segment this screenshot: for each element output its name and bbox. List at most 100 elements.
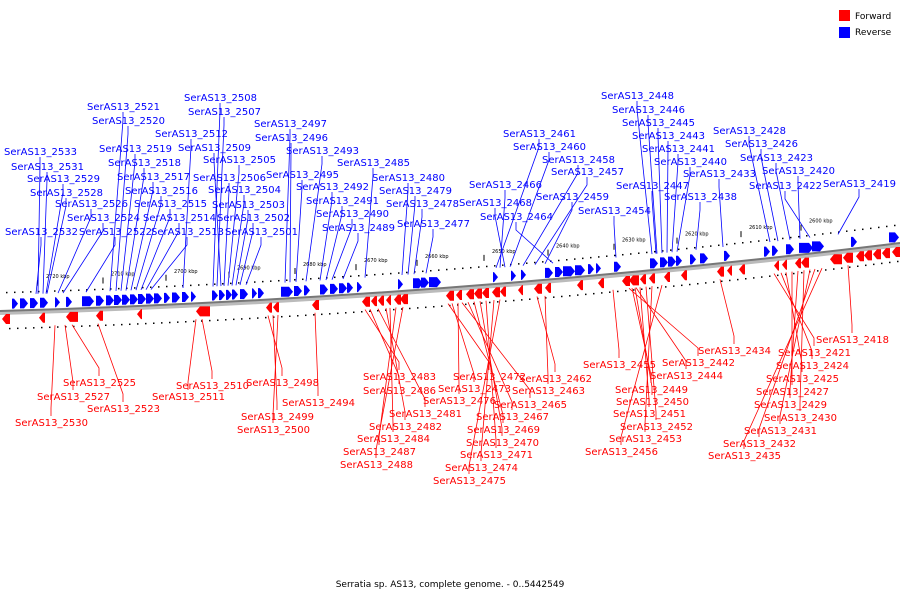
reverse-gene-arrow <box>660 257 668 268</box>
reverse-leader-line <box>718 179 724 248</box>
track-dot <box>25 327 27 329</box>
track-dot <box>470 266 472 269</box>
reverse-gene-label: SerAS13_2443 <box>632 131 705 142</box>
reverse-leader-line <box>62 223 104 294</box>
track-dot <box>849 266 851 268</box>
track-dots <box>6 224 899 330</box>
forward-leader-line <box>385 308 406 420</box>
track-dot <box>289 315 291 317</box>
reverse-leader-line <box>213 153 222 287</box>
track-dot <box>785 273 787 276</box>
track-dot <box>358 275 360 277</box>
reverse-gene-arrow <box>764 246 770 257</box>
forward-gene-arrow <box>681 270 687 281</box>
forward-gene-label: SerAS13_2499 <box>241 412 314 423</box>
backbone <box>0 242 900 315</box>
track-dot <box>481 302 483 304</box>
track-dot <box>734 242 736 245</box>
reverse-gene-arrow <box>30 298 38 309</box>
reverse-leader-line <box>364 168 374 278</box>
reverse-gene-label: SerAS13_2529 <box>27 174 100 185</box>
track-dot <box>6 291 8 294</box>
track-dot <box>446 268 448 271</box>
forward-gene-label: SerAS13_2475 <box>433 476 506 487</box>
reverse-gene-arrow <box>563 266 575 277</box>
track-dot <box>177 321 179 323</box>
forward-gene-arrow <box>640 274 646 285</box>
track-dot <box>185 321 187 323</box>
forward-gene-arrow <box>782 259 787 270</box>
forward-leader-line <box>267 315 283 376</box>
reverse-leader-line <box>522 165 579 266</box>
reverse-leader-line <box>231 195 245 286</box>
track-dot <box>521 299 523 301</box>
forward-gene-arrow <box>629 275 639 286</box>
reverse-leader-line <box>57 209 92 294</box>
reverse-leader-line <box>130 182 154 291</box>
forward-gene-arrow <box>492 287 500 298</box>
track-dot <box>342 276 344 278</box>
reverse-gene-arrow <box>96 295 104 306</box>
reverse-leader-line <box>289 143 292 283</box>
reverse-leader-line <box>509 152 550 267</box>
forward-gene-label: SerAS13_2476 <box>423 396 496 407</box>
forward-gene-arrow <box>371 296 377 307</box>
forward-gene-arrow <box>500 286 506 297</box>
reverse-leader-line <box>305 156 323 282</box>
reverse-gene-arrow <box>219 290 225 301</box>
reverse-gene-arrow <box>138 294 146 305</box>
track-dot <box>641 288 643 290</box>
reverse-gene-arrow <box>182 292 189 303</box>
reverse-gene-label: SerAS13_2502 <box>217 213 290 224</box>
track-dot <box>577 294 579 296</box>
track-dot <box>142 286 144 289</box>
track-dot <box>833 268 835 270</box>
reverse-gene-label: SerAS13_2460 <box>513 142 586 153</box>
reverse-gene-label: SerAS13_2513 <box>151 227 224 238</box>
scale-tick-label: 2660 kbp <box>425 254 449 260</box>
track-dot <box>777 274 779 277</box>
track-dot <box>678 248 680 251</box>
track-dot <box>673 285 675 287</box>
track-dot <box>353 311 355 314</box>
track-dot <box>209 319 211 322</box>
reverse-gene-arrow <box>650 258 658 269</box>
reverse-gene-arrow <box>146 293 154 304</box>
track-dot <box>270 280 272 282</box>
reverse-leader-line <box>42 172 48 294</box>
reverse-gene-arrow <box>339 283 347 294</box>
forward-gene-label: SerAS13_2483 <box>363 372 436 383</box>
reverse-gene-label: SerAS13_2526 <box>55 199 128 210</box>
forward-leader-line <box>485 300 497 448</box>
track-dot <box>393 308 395 311</box>
track-dot <box>654 250 656 253</box>
forward-gene-label: SerAS13_2511 <box>152 392 225 403</box>
track-dot <box>222 283 224 285</box>
reverse-gene-label: SerAS13_2497 <box>254 119 327 130</box>
reverse-gene-label: SerAS13_2490 <box>316 209 389 220</box>
forward-gene-arrow <box>266 302 272 313</box>
reverse-gene-arrow <box>799 242 813 253</box>
reverse-gene-label: SerAS13_2479 <box>379 186 452 197</box>
reverse-leader-line <box>212 103 221 287</box>
reverse-gene-label: SerAS13_2480 <box>372 173 445 184</box>
forward-leader-line <box>473 301 504 423</box>
forward-gene-label: SerAS13_2462 <box>519 374 592 385</box>
reverse-leader-line <box>140 209 171 291</box>
reverse-gene-label: SerAS13_2489 <box>322 223 395 234</box>
forward-gene-arrow <box>774 260 779 271</box>
reverse-leader-line <box>145 223 180 290</box>
track-dot <box>865 264 867 267</box>
forward-gene-label: SerAS13_2527 <box>37 392 110 403</box>
reverse-gene-label: SerAS13_2509 <box>178 143 251 154</box>
track-dot <box>686 247 688 250</box>
reverse-gene-arrow <box>40 297 48 308</box>
track-dot <box>702 246 704 248</box>
track-dot <box>782 237 784 240</box>
forward-leader-line <box>480 300 495 461</box>
reverse-gene-arrow <box>398 279 403 290</box>
track-dot <box>494 265 496 267</box>
track-dot <box>646 251 648 254</box>
track-dot <box>465 303 467 306</box>
